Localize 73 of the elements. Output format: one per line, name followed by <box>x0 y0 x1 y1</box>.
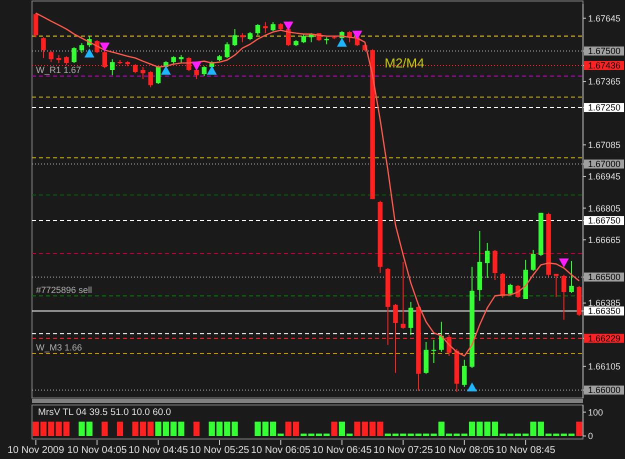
y-tick-label: 0 <box>588 431 594 442</box>
point <box>160 66 171 75</box>
y-tick-label: 1.67250 <box>588 102 621 113</box>
y-tick-label: 1.66945 <box>588 172 621 182</box>
candlestick <box>48 50 54 63</box>
x-tick-label: 10 Nov 07:25 <box>373 445 434 456</box>
candlestick <box>400 261 406 330</box>
x-tick-label: 10 Nov 05:25 <box>190 445 250 456</box>
candlestick <box>224 42 230 59</box>
candlestick <box>148 70 153 88</box>
candlestick <box>431 339 436 364</box>
y-tick-label: 1.66105 <box>588 362 621 372</box>
y-tick-label: 100 <box>588 407 604 418</box>
y-tick-label: 1.66500 <box>588 272 621 282</box>
y-tick-label: 1.67000 <box>588 159 621 170</box>
annotation: M2/M4 <box>384 56 424 71</box>
candlestick <box>270 22 276 32</box>
x-tick-label: 10 Nov 08:45 <box>496 445 556 456</box>
x-tick-label: 10 Nov 04:05 <box>67 445 128 456</box>
y-tick-label: 1.67085 <box>588 140 621 150</box>
point <box>558 258 569 268</box>
y-tick-label: 1.66805 <box>588 203 621 214</box>
point <box>84 48 94 58</box>
y-tick-label: 1.67365 <box>588 76 621 87</box>
y-tick-label: 1.67436 <box>588 60 621 71</box>
candlestick <box>484 242 490 278</box>
ref-line-label: W_R1 1.67 <box>36 65 82 76</box>
candlestick <box>439 321 444 352</box>
candlestick <box>492 249 498 281</box>
chart-title: MrsV TL 04 39.5 51.0 10.0 60.0 <box>38 407 172 418</box>
point <box>283 22 294 31</box>
candlestick <box>232 28 238 47</box>
y-tick-label: 1.66350 <box>588 306 621 316</box>
candlestick <box>263 22 268 34</box>
candlestick <box>72 46 76 64</box>
candlestick <box>424 341 428 374</box>
point <box>206 66 217 75</box>
candlestick <box>41 36 46 59</box>
x-tick-label: 10 Nov 2009 <box>7 445 65 456</box>
y-tick-label: 1.66229 <box>588 333 621 344</box>
candlestick <box>33 12 38 38</box>
candlestick <box>462 359 467 388</box>
ref-line-label: #7725896 sell <box>36 284 92 295</box>
candlestick <box>156 66 161 85</box>
y-tick-label: 1.66000 <box>588 385 621 396</box>
candlestick <box>301 34 306 44</box>
point <box>100 42 110 52</box>
candlestick <box>255 24 260 36</box>
point <box>336 38 347 47</box>
candlestick <box>240 32 245 43</box>
y-tick-label: 1.67500 <box>588 46 621 56</box>
x-tick-label: 10 Nov 08:05 <box>434 445 495 456</box>
y-tick-label: 1.67645 <box>588 13 621 24</box>
y-tick-label: 1.66665 <box>588 234 621 245</box>
x-tick-label: 10 Nov 06:45 <box>312 445 372 456</box>
y-tick-label: 1.66385 <box>588 298 621 308</box>
point <box>352 30 362 40</box>
x-tick-label: 10 Nov 04:45 <box>128 445 188 456</box>
candlestick <box>554 273 559 298</box>
candlestick <box>408 301 414 336</box>
candlestick <box>561 274 566 320</box>
x-tick-label: 10 Nov 06:05 <box>250 445 311 456</box>
candlestick <box>79 42 84 54</box>
candlestick <box>202 66 207 77</box>
candlestick <box>500 272 506 298</box>
point <box>192 62 202 71</box>
candlestick <box>569 260 574 294</box>
y-tick-label: 1.66750 <box>588 216 621 226</box>
candlestick <box>530 249 536 272</box>
point <box>467 382 478 392</box>
candlestick <box>110 58 115 76</box>
candlestick <box>194 68 199 80</box>
ref-line-label: W_M3 1.66 <box>36 342 82 352</box>
